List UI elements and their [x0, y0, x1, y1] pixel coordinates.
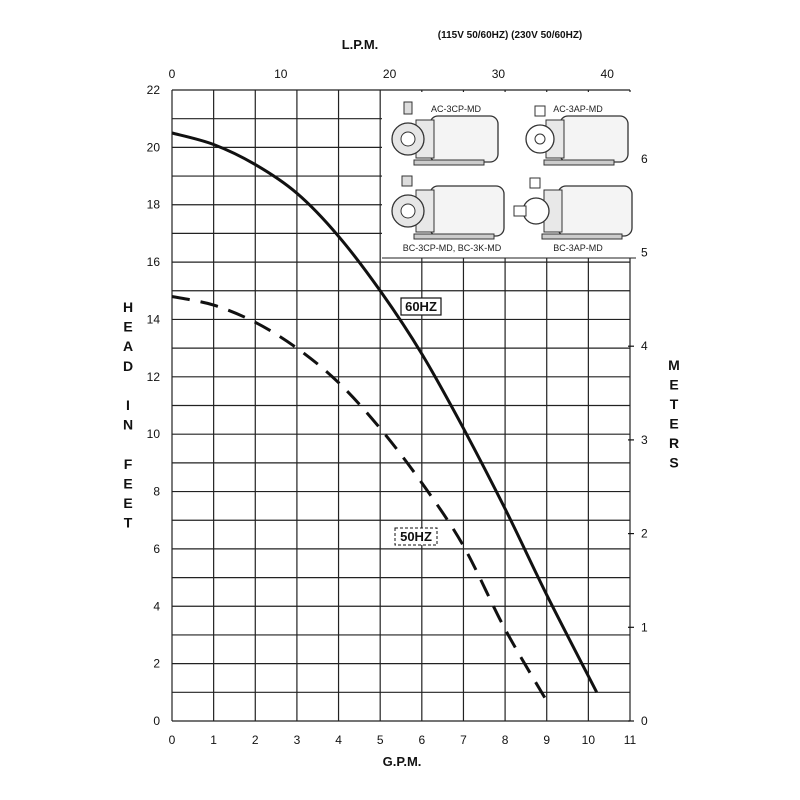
y2-tick-label: 0 [641, 714, 648, 728]
y-tick-label: 2 [153, 657, 160, 671]
y-axis-title-letter: F [124, 456, 133, 472]
y2-tick-label: 2 [641, 527, 648, 541]
series-label-60hz-box [400, 297, 442, 316]
y-tick-label: 8 [153, 485, 160, 499]
y-axis-title-letter: I [126, 397, 130, 413]
x-tick-label: 8 [502, 733, 509, 747]
x-tick-label: 11 [624, 733, 637, 747]
x-tick-label: 4 [335, 733, 342, 747]
series-label-60hz: 60HZ [405, 299, 437, 314]
y-tick-label: 14 [147, 312, 161, 326]
y-tick-label: 12 [147, 370, 161, 384]
x-tick-label: 5 [377, 733, 384, 747]
model-label-bc-3cp: BC-3CP-MD, BC-3K-MD [403, 243, 502, 253]
y2-tick-label: 1 [641, 620, 648, 634]
x-tick-label: 9 [543, 733, 550, 747]
x-tick-label: 1 [210, 733, 217, 747]
y-axis-title-letter: E [123, 475, 132, 491]
y-tick-label: 0 [153, 714, 160, 728]
x-tick-label: 3 [294, 733, 301, 747]
x-tick-label: 0 [169, 733, 176, 747]
voltage-note: (115V 50/60HZ) (230V 50/60HZ) [438, 30, 583, 41]
pump-icon-bc-3ap [513, 177, 633, 240]
y2-tick-label: 6 [641, 152, 648, 166]
y2-tick-label: 3 [641, 433, 648, 447]
model-label-ac-3cp: AC-3CP-MD [431, 104, 482, 114]
x2-tick-label: 30 [492, 67, 506, 81]
y2-axis-title-letter: R [669, 435, 679, 451]
x2-axis-title: L.P.M. [342, 37, 379, 52]
y2-tick-label: 4 [641, 339, 648, 353]
x2-tick-label: 10 [274, 67, 288, 81]
y-axis-title-letter: E [123, 319, 132, 335]
pump-icon-bc-3cp [391, 175, 505, 240]
y2-axis-title-letter: S [669, 455, 678, 471]
x-tick-label: 10 [582, 733, 596, 747]
pump-icon-ac-3ap [525, 105, 629, 166]
y-axis-title-letter: E [123, 495, 132, 511]
y-axis-title-letter: H [123, 299, 133, 315]
y-tick-label: 10 [147, 427, 161, 441]
x2-tick-label: 40 [601, 67, 615, 81]
series-label-50hz: 50HZ [400, 529, 432, 544]
y-tick-label: 16 [147, 255, 161, 269]
y2-axis-title-letter: E [669, 416, 678, 432]
y-tick-label: 20 [147, 140, 161, 154]
y-tick-label: 18 [147, 198, 161, 212]
y-tick-label: 4 [153, 599, 160, 613]
x-axis-title: G.P.M. [383, 754, 422, 769]
pump-icon-ac-3cp [391, 101, 499, 166]
series-label-50hz-box [394, 527, 438, 546]
y2-axis-title-letter: M [668, 357, 680, 373]
x-tick-label: 6 [418, 733, 425, 747]
y2-tick-label: 5 [641, 246, 648, 260]
x2-tick-label: 20 [383, 67, 397, 81]
series-line-50hz [171, 295, 548, 702]
x-tick-label: 7 [460, 733, 467, 747]
y2-axis-title-letter: E [669, 377, 678, 393]
y-tick-label: 22 [147, 83, 161, 97]
pump-images-inset: AC-3CP-MD AC-3AP-MD BC-3CP-MD, BC-3K-MD [382, 92, 636, 259]
series-lines [171, 131, 599, 702]
y-axis-title-letter: D [123, 358, 133, 374]
y-axis-title-letter: A [123, 338, 133, 354]
x2-tick-label: 0 [169, 67, 176, 81]
y-axis-title-letter: T [124, 515, 133, 531]
y2-axis-title-letter: T [670, 396, 679, 412]
y-tick-label: 6 [153, 542, 160, 556]
model-label-bc-3ap: BC-3AP-MD [553, 243, 603, 253]
series-line-60hz [171, 131, 599, 693]
y-axis-title-letter: N [123, 417, 133, 433]
model-label-ac-3ap: AC-3AP-MD [553, 104, 603, 114]
x-tick-label: 2 [252, 733, 259, 747]
